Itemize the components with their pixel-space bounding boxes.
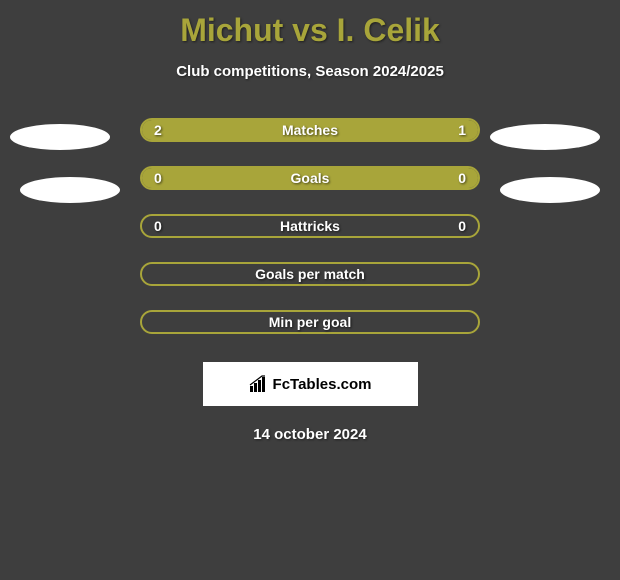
stat-label: Goals (291, 170, 330, 186)
stat-label: Hattricks (280, 218, 340, 234)
stat-row: Min per goal (140, 310, 480, 334)
stat-row: 0 0 Goals (140, 166, 480, 190)
stat-row: Goals per match (140, 262, 480, 286)
stat-value-right: 0 (458, 218, 466, 234)
date-label: 14 october 2024 (0, 426, 620, 443)
stat-value-right: 0 (458, 170, 466, 186)
player-badge-right-2 (500, 177, 600, 203)
stat-value-left: 0 (154, 218, 162, 234)
page-subtitle: Club competitions, Season 2024/2025 (0, 63, 620, 80)
player-badge-left-2 (20, 177, 120, 203)
stat-value-left: 0 (154, 170, 162, 186)
stat-value-right: 1 (458, 122, 466, 138)
chart-icon (249, 375, 267, 393)
stat-row: 0 0 Hattricks (140, 214, 480, 238)
player-badge-left-1 (10, 124, 110, 150)
stat-label: Matches (282, 122, 338, 138)
stat-label: Goals per match (255, 266, 365, 282)
stat-row: 2 1 Matches (140, 118, 480, 142)
stat-label: Min per goal (269, 314, 351, 330)
site-name: FcTables.com (273, 376, 372, 393)
site-attribution-box: FcTables.com (203, 362, 418, 406)
stat-value-left: 2 (154, 122, 162, 138)
page-title: Michut vs I. Celik (0, 0, 620, 49)
stats-container: 2 1 Matches 0 0 Goals 0 0 Hattricks Goals per mat… (0, 118, 620, 334)
player-badge-right-1 (490, 124, 600, 150)
